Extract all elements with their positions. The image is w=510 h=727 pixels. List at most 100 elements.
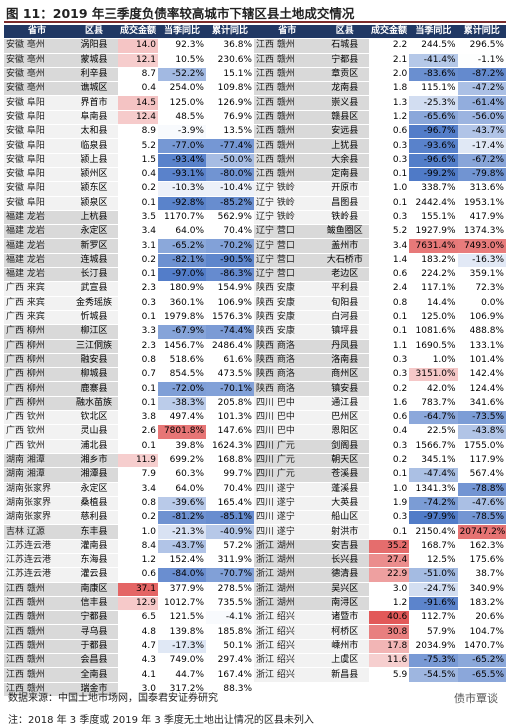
ytd: -40.9%: [206, 524, 254, 540]
ytd: -74.4%: [206, 324, 254, 340]
qoq: 121.5%: [158, 610, 206, 626]
header-cell: 累计同比: [206, 25, 254, 40]
qoq: 345.1%: [409, 453, 458, 469]
ytd: 359.1%: [457, 267, 506, 283]
province-city: 陕西 安康: [254, 310, 321, 326]
qoq: -93.4%: [158, 153, 206, 168]
qoq: -65.2%: [158, 238, 206, 254]
ytd: 70.4%: [206, 482, 254, 497]
district: 嵊州市: [320, 639, 369, 655]
ytd: 168.8%: [206, 453, 254, 469]
amount: 1.2: [368, 110, 410, 126]
row: 广西 来宾 武宣县 2.3 180.9% 154.9%: [4, 281, 254, 297]
ytd: 165.4%: [206, 496, 254, 512]
ytd: 735.5%: [206, 596, 254, 612]
province-city: 江西 赣州: [254, 110, 321, 126]
row: 江苏连云港 灌南县 8.4 -43.7% 57.2%: [4, 539, 254, 554]
ytd: 473.5%: [206, 367, 254, 383]
qoq: 1081.6%: [409, 324, 458, 340]
amount: 0.2: [368, 381, 410, 397]
qoq: 7631.4%: [409, 238, 458, 254]
row: 四川 广元 朝天区 0.2 345.1% 117.9%: [254, 453, 506, 469]
row: 广西 柳州 融水苗族 0.1 -38.3% 205.8%: [4, 396, 254, 412]
amount: 0.2: [368, 453, 410, 469]
row: 浙江 绍兴 诸暨市 40.6 112.7% 20.6%: [254, 610, 506, 626]
province-city: 江西 赣州: [254, 53, 321, 68]
amount: 2.4: [368, 281, 410, 297]
qoq: 377.9%: [158, 582, 206, 597]
district: 钦北区: [70, 410, 118, 426]
amount: 0.6: [368, 410, 410, 426]
district: 德清县: [320, 567, 369, 583]
qoq: 22.5%: [409, 424, 458, 440]
province-city: 陕西 商洛: [254, 339, 321, 354]
province-city: 江西 赣州: [4, 624, 70, 640]
amount: 40.6: [368, 610, 410, 626]
province-city: 江西 赣州: [254, 81, 321, 97]
ytd: 133.1%: [457, 339, 506, 354]
province-city: 辽宁 铁岭: [254, 181, 321, 197]
qoq: 14.4%: [409, 296, 458, 311]
ytd: -47.2%: [457, 81, 506, 97]
ytd: -90.5%: [206, 253, 254, 269]
district: 镇坪县: [320, 324, 369, 340]
qoq: 152.4%: [158, 553, 206, 569]
province-city: 陕西 安康: [254, 324, 321, 340]
row: 陕西 安康 白河县 0.1 125.0% 106.9%: [254, 310, 506, 326]
province-city: 四川 广元: [254, 439, 321, 454]
ytd: 106.9%: [206, 296, 254, 311]
qoq: 39.8%: [158, 439, 206, 454]
province-city: 江西 赣州: [254, 138, 321, 154]
row: 福建 龙岩 新罗区 3.1 -65.2% -70.2%: [4, 238, 254, 254]
province-city: 浙江 湖州: [254, 582, 321, 597]
amount: 0.8: [118, 496, 158, 512]
row: 浙江 绍兴 嵊州市 17.8 2034.9% 1470.7%: [254, 639, 506, 655]
row: 辽宁 铁岭 昌图县 0.1 2442.4% 1953.1%: [254, 196, 506, 211]
qoq: 1690.5%: [409, 339, 458, 354]
row: 陕西 安康 平利县 2.4 117.1% 72.3%: [254, 281, 506, 297]
ytd: 124.4%: [457, 381, 506, 397]
row: 陕西 商洛 镇安县 0.2 42.0% 124.4%: [254, 381, 506, 397]
amount: 1.3: [368, 95, 410, 111]
amount: 0.8: [368, 296, 410, 311]
amount: 0.2: [118, 181, 158, 197]
district: 临泉县: [70, 138, 118, 154]
qoq: 854.5%: [158, 367, 206, 383]
ytd: -70.1%: [206, 381, 254, 397]
ytd: 99.7%: [206, 467, 254, 483]
row: 江西 赣州 宁都县 2.1 -41.4% -1.1%: [254, 53, 506, 68]
district: 寻乌县: [70, 624, 118, 640]
amount: 0.6: [368, 124, 410, 140]
qoq: 139.8%: [158, 624, 206, 640]
amount: 6.5: [118, 610, 158, 626]
row: 浙江 绍兴 上虞区 11.6 -75.3% -65.2%: [254, 653, 506, 669]
district: 盖州市: [320, 238, 369, 254]
province-city: 湖南张家界: [4, 482, 70, 497]
row: 安徽 阜阳 颍州区 0.4 -93.1% -80.0%: [4, 167, 254, 183]
province-city: 陕西 安康: [254, 296, 321, 311]
ytd: 297.4%: [206, 653, 254, 669]
amount: 27.4: [368, 553, 410, 569]
qoq: 183.2%: [409, 253, 458, 269]
ytd: -16.3%: [457, 253, 506, 269]
amount: 8.7: [118, 67, 158, 83]
qoq: -21.3%: [158, 524, 206, 540]
ytd: -70.2%: [206, 238, 254, 254]
district: 颍泉区: [70, 196, 118, 211]
ytd: 15.1%: [206, 67, 254, 83]
district: 铁岭县: [320, 210, 369, 226]
qoq: 125.0%: [158, 95, 206, 111]
qoq: 254.0%: [158, 81, 206, 97]
district: 融安县: [70, 353, 118, 369]
province-city: 广西 柳州: [4, 367, 70, 383]
district: 全南县: [70, 667, 118, 683]
ytd: 20.6%: [457, 610, 506, 626]
province-city: 浙江 绍兴: [254, 653, 321, 669]
qoq: 338.7%: [409, 181, 458, 197]
district: 武宣县: [70, 281, 118, 297]
qoq: -96.7%: [409, 124, 458, 140]
amount: 14.5: [118, 95, 158, 111]
title: 图 11：2019 年三季度负债率较高城市下辖区县土地成交情况: [6, 6, 355, 21]
row: 四川 广元 苍溪县 0.1 -47.4% 567.4%: [254, 467, 506, 483]
district: 南康区: [70, 582, 118, 597]
